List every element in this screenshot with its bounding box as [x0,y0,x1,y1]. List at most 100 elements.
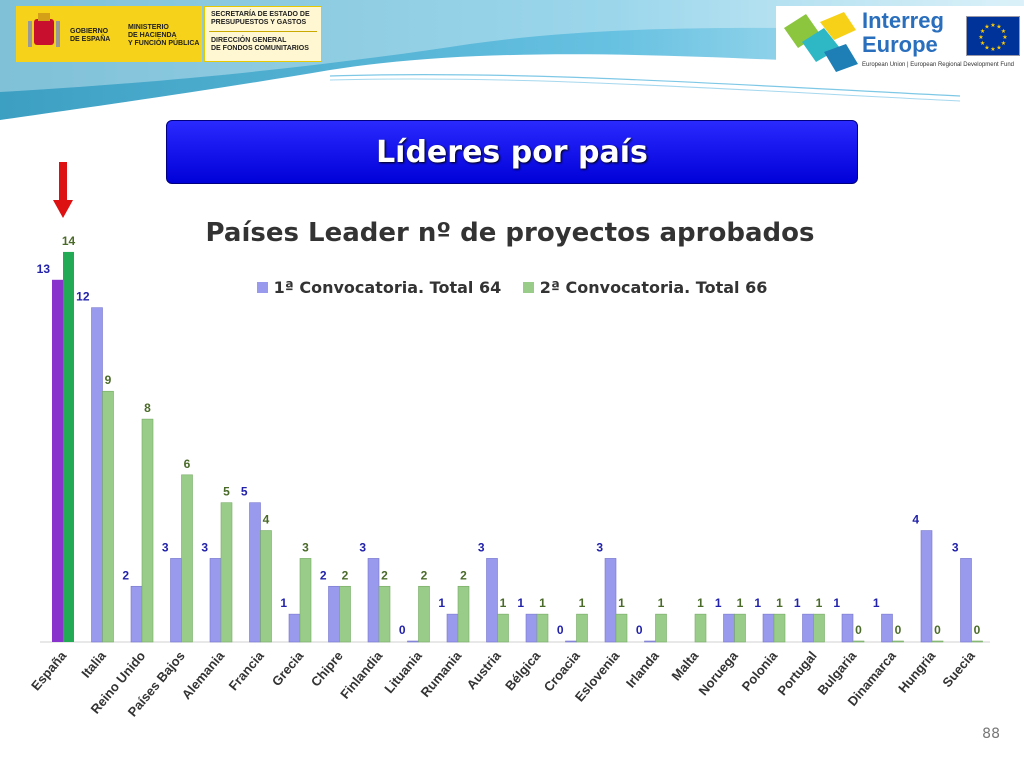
x-tick-label: Finlandia [337,648,386,702]
data-label-1: 1 [280,596,287,610]
eu-star-icon: ★ [984,44,989,51]
bar-2 [655,613,667,643]
bar-2 [497,613,509,643]
bar-2 [931,640,944,643]
x-tick-label: Italia [78,648,109,681]
coat-of-arms-icon [28,13,60,47]
legend-label-2: 2ª Convocatoria. Total 66 [539,278,768,297]
x-tick-label: Suecia [939,648,978,690]
bar-2 [457,585,470,643]
chart-title: Países Leader nº de proyectos aprobados [205,218,815,248]
data-label-2: 1 [697,596,704,610]
data-label-2: 1 [816,596,823,610]
bar-2 [418,585,430,643]
direccion-text: DIRECCIÓN GENERAL DE FONDOS COMUNITARIOS [211,37,309,52]
arrow-shaft [59,162,67,202]
arrow-head-icon [53,200,73,218]
bar-1 [486,558,498,643]
interreg-emblem-icon [784,12,858,72]
eu-star-icon: ★ [1001,40,1006,47]
x-tick-label: Austria [464,648,505,693]
title-banner: Líderes por país [166,120,858,184]
bar-1 [446,613,459,643]
data-label-2: 9 [105,373,112,387]
data-label-1: 1 [715,596,722,610]
bar-1 [723,613,735,643]
data-label-1: 1 [833,596,840,610]
data-label-1: 12 [76,290,90,304]
eu-star-icon: ★ [1002,34,1007,41]
data-label-1: 1 [517,596,524,610]
data-label-2: 2 [421,568,428,582]
bar-2 [615,613,628,643]
data-label-1: 13 [37,262,51,276]
data-label-2: 0 [855,623,862,637]
bar-2 [299,558,312,643]
bar-2 [773,613,786,643]
data-label-2: 2 [460,568,467,582]
x-tick-label: Irlanda [623,648,662,691]
data-label-2: 1 [658,596,665,610]
legend-item-series-1: 1ª Convocatoria. Total 64 [256,278,501,297]
data-label-2: 1 [539,596,546,610]
eu-star-icon: ★ [996,24,1001,31]
data-label-2: 0 [974,623,981,637]
bar-2 [102,390,114,643]
eu-star-icon: ★ [980,28,985,35]
data-label-2: 5 [223,485,230,499]
legend-item-series-2: 2ª Convocatoria. Total 66 [522,278,768,297]
data-label-2: 3 [302,540,309,554]
bar-1 [249,502,261,643]
data-label-1: 3 [359,540,366,554]
x-tick-label: Hungria [895,648,939,696]
data-label-1: 1 [873,596,880,610]
data-label-2: 14 [62,234,76,248]
data-label-2: 0 [934,623,941,637]
bar-1 [604,558,617,643]
bar-1 [130,585,143,643]
x-tick-label: Chipre [308,648,346,689]
data-label-2: 1 [579,596,586,610]
eu-star-icon: ★ [984,24,989,31]
bar-1 [565,640,577,643]
data-label-1: 3 [952,540,959,554]
page-number: 88 [982,726,1000,742]
bar-2 [220,502,233,643]
data-label-1: 0 [636,623,643,637]
data-label-1: 2 [320,568,327,582]
secretaria-text: SECRETARÍA DE ESTADO DE PRESUPUESTOS Y G… [211,11,310,26]
bar-2 [378,585,391,643]
bar-1 [52,279,63,642]
data-label-2: 1 [776,596,783,610]
x-tick-label: Malta [668,648,701,684]
x-tick-label: Alemania [179,648,228,703]
bar-2 [576,613,588,643]
data-label-2: 6 [184,457,191,471]
data-label-1: 3 [162,540,169,554]
data-label-2: 2 [342,568,349,582]
data-label-1: 1 [754,596,761,610]
ministerio-text: MINISTERIO DE HACIENDA Y FUNCIÓN PÚBLICA [128,24,200,47]
interreg-title: Interreg [862,8,944,33]
bar-1 [91,307,103,643]
data-label-1: 4 [912,513,919,527]
data-label-1: 2 [122,568,129,582]
data-label-2: 1 [618,596,625,610]
gobierno-text: GOBIERNO DE ESPAÑA [70,28,111,43]
bar-2 [734,613,746,643]
data-label-1: 1 [438,596,445,610]
data-label-1: 0 [557,623,564,637]
bar-2 [141,418,154,643]
bar-2 [260,530,272,643]
x-tick-label: Bélgica [502,648,544,694]
bar-2 [813,613,825,643]
bar-1 [960,558,972,643]
eu-star-icon: ★ [980,40,985,47]
bar-2 [339,585,351,643]
data-label-1: 0 [399,623,406,637]
legend-swatch-2 [522,282,534,293]
interreg-logo: Interreg Europe ★ ★ ★ ★ ★ ★ ★ ★ ★ ★ ★ ★ European Un… [776,6,1024,78]
data-label-1: 3 [478,540,485,554]
